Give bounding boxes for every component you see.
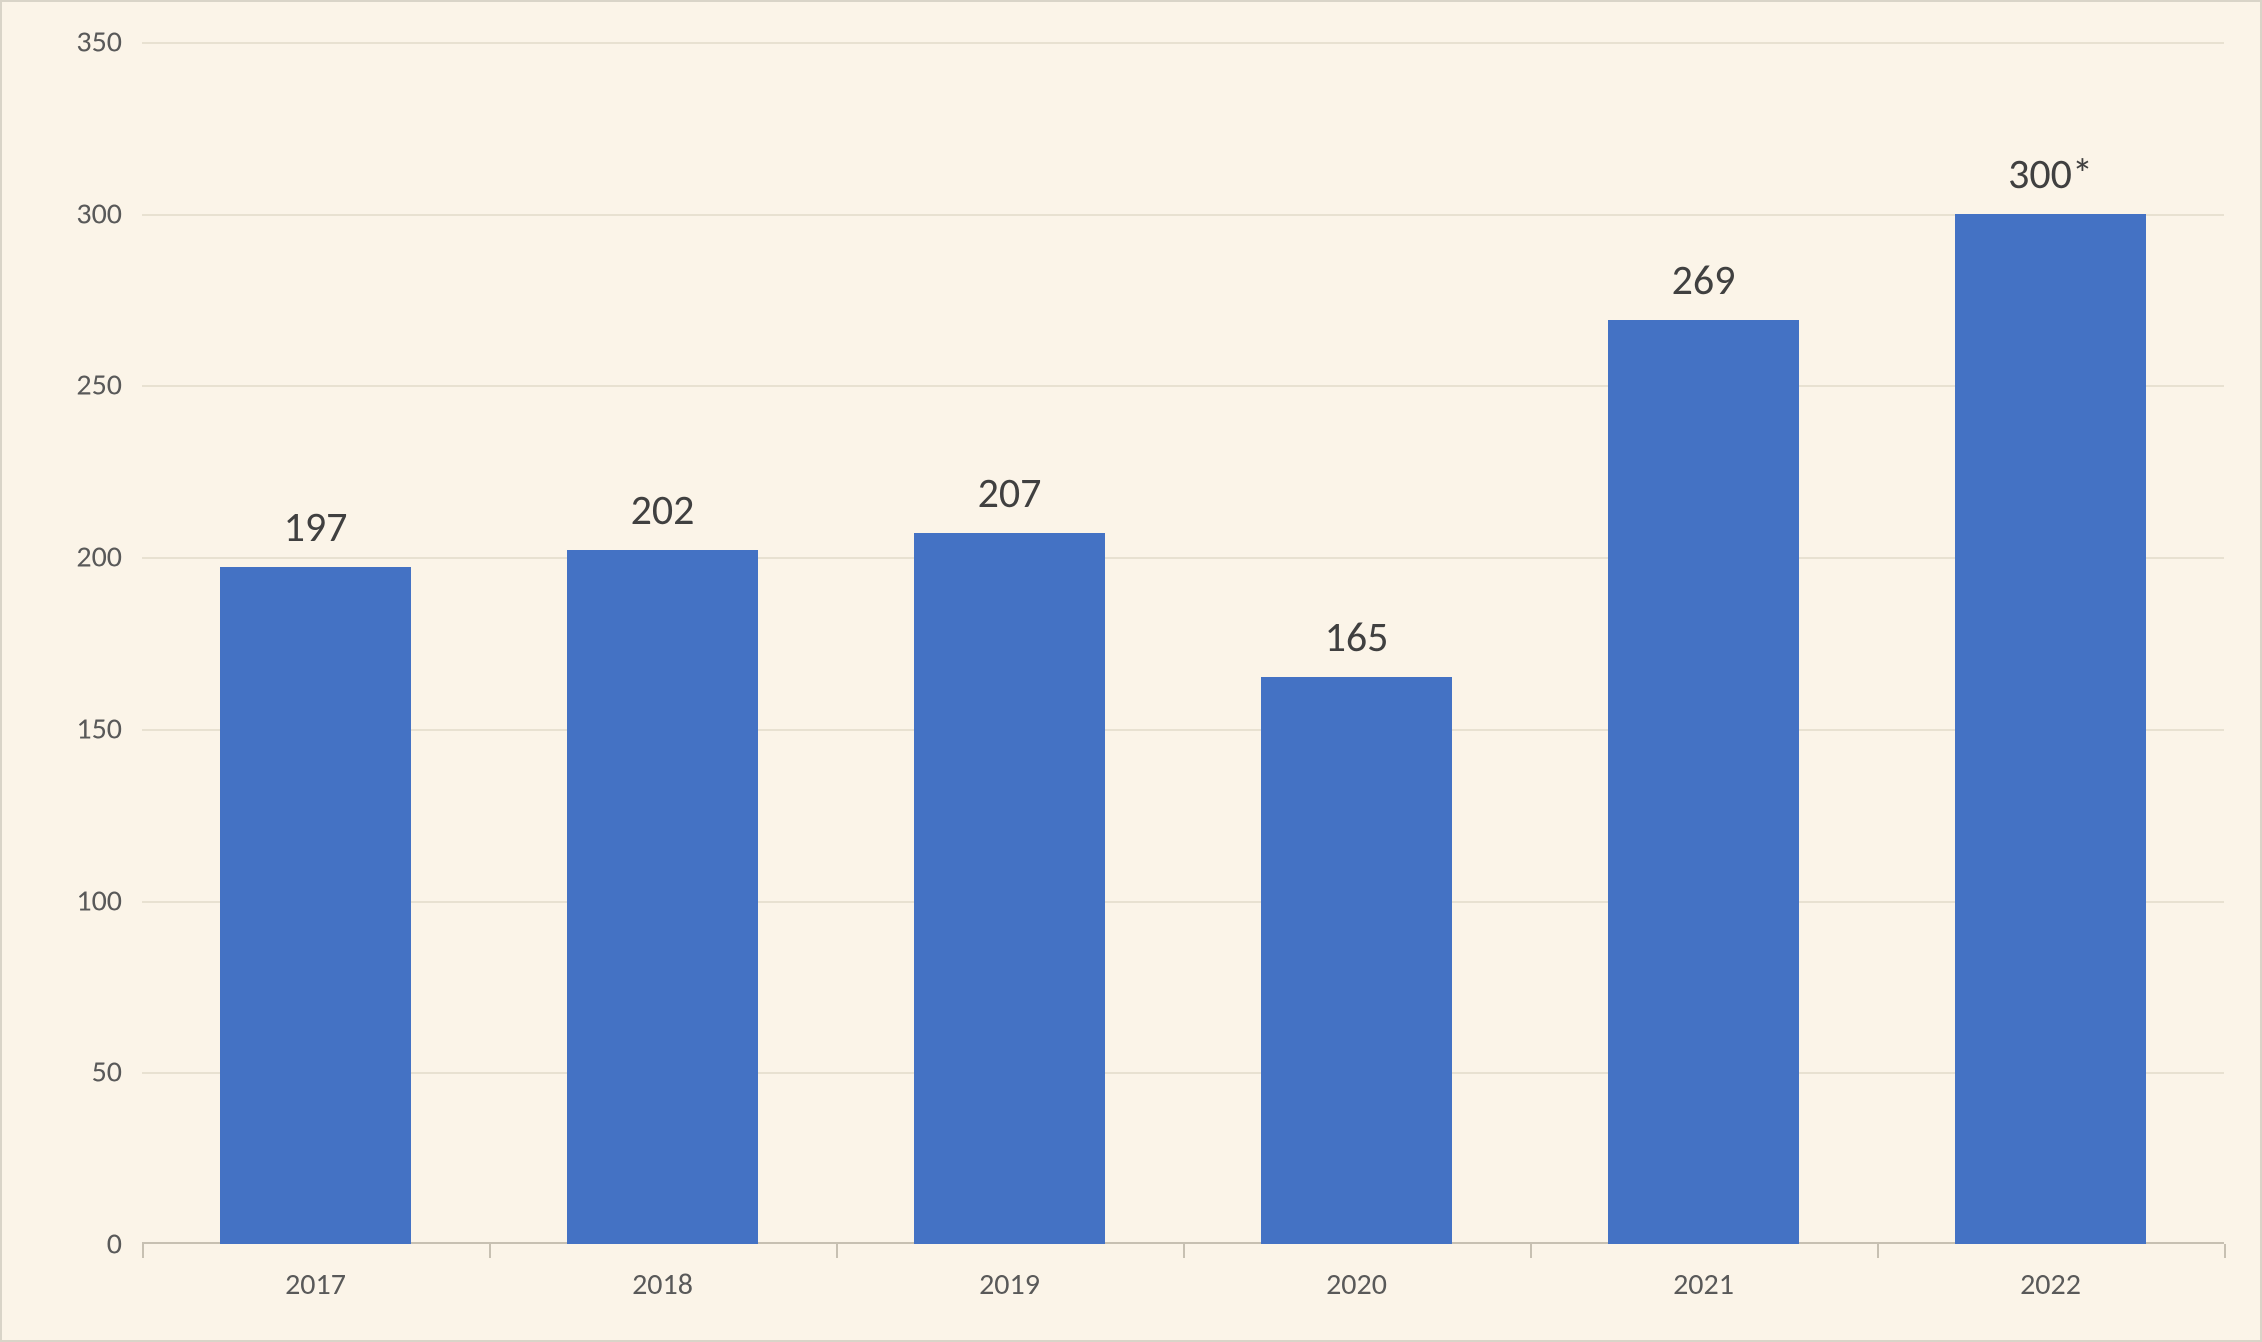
y-tick-label: 100 xyxy=(2,882,122,919)
x-tick-mark xyxy=(836,1244,838,1258)
y-tick-label: 150 xyxy=(2,710,122,747)
bar-data-label: 269 xyxy=(1672,255,1736,306)
y-tick-label: 250 xyxy=(2,367,122,404)
gridline xyxy=(142,1072,2224,1074)
x-tick-mark xyxy=(2224,1244,2226,1258)
x-tick-label: 2017 xyxy=(285,1266,346,1303)
gridline xyxy=(142,557,2224,559)
y-tick-label: 300 xyxy=(2,195,122,232)
y-tick-label: 0 xyxy=(2,1226,122,1263)
bar xyxy=(1261,677,1452,1244)
bar xyxy=(567,550,758,1244)
gridline xyxy=(142,42,2224,44)
gridline xyxy=(142,385,2224,387)
bar-data-label: 165 xyxy=(1325,612,1389,663)
x-tick-label: 2022 xyxy=(2020,1266,2081,1303)
y-tick-label: 50 xyxy=(2,1054,122,1091)
x-tick-label: 2020 xyxy=(1326,1266,1387,1303)
x-tick-label: 2021 xyxy=(1673,1266,1734,1303)
bar xyxy=(1955,214,2146,1244)
gridline xyxy=(142,214,2224,216)
gridline xyxy=(142,729,2224,731)
plot-area xyxy=(142,42,2224,1244)
bar-data-label: 207 xyxy=(978,468,1042,519)
bar xyxy=(914,533,1105,1244)
bar-chart: 0 50 100 150 200 250 300 350 197 2017 202 2018 207 20… xyxy=(0,0,2262,1342)
bar-data-label: 300* xyxy=(2008,149,2093,200)
x-tick-mark xyxy=(142,1244,144,1258)
x-tick-label: 2018 xyxy=(632,1266,693,1303)
bar-data-label: 197 xyxy=(284,502,348,553)
bar-data-label: 202 xyxy=(631,485,695,536)
x-tick-mark xyxy=(1530,1244,1532,1258)
x-tick-label: 2019 xyxy=(979,1266,1040,1303)
gridline xyxy=(142,901,2224,903)
y-tick-label: 350 xyxy=(2,24,122,61)
x-tick-mark xyxy=(489,1244,491,1258)
bar xyxy=(220,567,411,1244)
y-tick-label: 200 xyxy=(2,539,122,576)
x-tick-mark xyxy=(1877,1244,1879,1258)
bar xyxy=(1608,320,1799,1244)
x-tick-mark xyxy=(1183,1244,1185,1258)
